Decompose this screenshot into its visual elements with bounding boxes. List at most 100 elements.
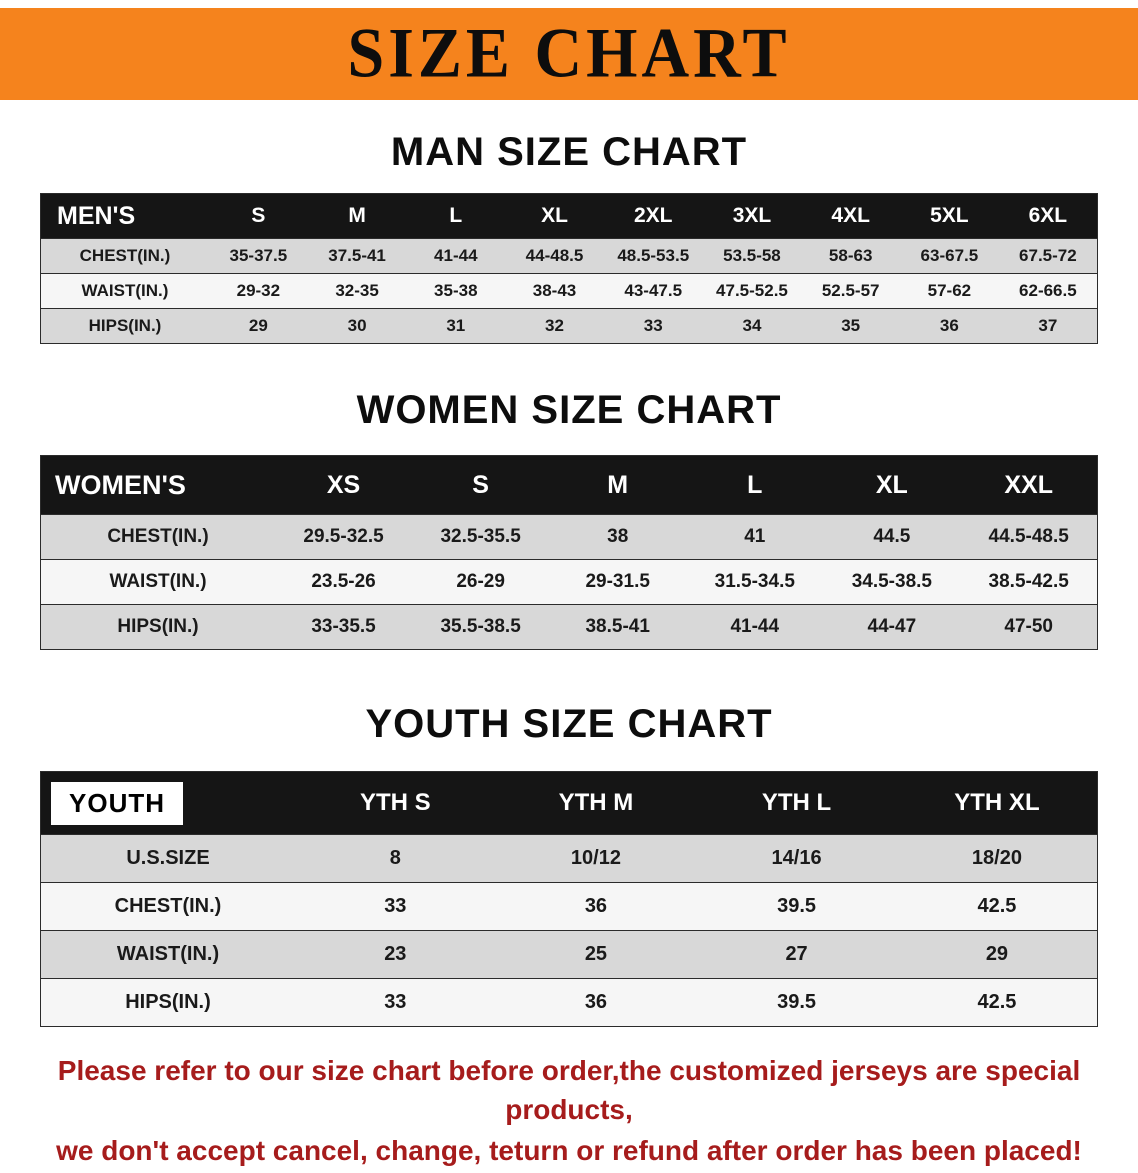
table-cell: 63-67.5	[900, 238, 999, 274]
column-header: YTH M	[495, 771, 697, 835]
table-cell: 34	[702, 308, 802, 344]
banner: SIZE CHART	[0, 8, 1138, 100]
table-cell: 29-31.5	[549, 559, 687, 605]
table-cell: 35-38	[406, 273, 506, 309]
table-cell: 33-35.5	[275, 604, 413, 650]
table-cell: 53.5-58	[702, 238, 802, 274]
women-size-table: WOMEN'S XS S M L XL XXL CHEST(IN.) 29.5-…	[40, 455, 1098, 650]
table-row: HIPS(IN.) 33-35.5 35.5-38.5 38.5-41 41-4…	[40, 604, 1098, 650]
table-row: HIPS(IN.) 33 36 39.5 42.5	[40, 978, 1098, 1027]
notice-line-2: we don't accept cancel, change, teturn o…	[56, 1135, 1082, 1167]
youth-section: YOUTH SIZE CHART YOUTH YTH S YTH M YTH L…	[0, 702, 1138, 1027]
column-header: S	[412, 455, 550, 515]
table-cell: 37	[998, 308, 1098, 344]
table-cell: 33	[603, 308, 703, 344]
table-row: WAIST(IN.) 23.5-26 26-29 29-31.5 31.5-34…	[40, 559, 1098, 605]
table-cell: 23	[295, 930, 496, 979]
table-cell: 43-47.5	[603, 273, 703, 309]
table-cell: 10/12	[495, 834, 697, 883]
women-table-title: WOMEN'S	[40, 455, 275, 515]
table-cell: 35.5-38.5	[412, 604, 550, 650]
table-cell: 36	[495, 882, 697, 931]
column-header: XL	[505, 193, 604, 239]
table-cell: 31	[406, 308, 506, 344]
women-header-row: WOMEN'S XS S M L XL XXL	[40, 455, 1098, 515]
table-row: CHEST(IN.) 29.5-32.5 32.5-35.5 38 41 44.…	[40, 514, 1098, 560]
table-cell: 29	[896, 930, 1098, 979]
table-cell: 36	[495, 978, 697, 1027]
table-cell: 25	[495, 930, 697, 979]
table-cell: 35-37.5	[209, 238, 308, 274]
table-cell: 42.5	[896, 978, 1098, 1027]
table-cell: 41	[686, 514, 824, 560]
table-row: HIPS(IN.) 29 30 31 32 33 34 35 36 37	[40, 308, 1098, 344]
column-header: XL	[823, 455, 961, 515]
table-cell: 35	[801, 308, 901, 344]
table-cell: 30	[307, 308, 407, 344]
column-header: 6XL	[998, 193, 1098, 239]
youth-header-row: YOUTH YTH S YTH M YTH L YTH XL	[40, 771, 1098, 835]
table-cell: 67.5-72	[998, 238, 1098, 274]
table-cell: 29-32	[209, 273, 308, 309]
table-cell: 38	[549, 514, 687, 560]
column-header: 4XL	[801, 193, 901, 239]
row-label: HIPS(IN.)	[40, 308, 209, 344]
table-cell: 29.5-32.5	[275, 514, 413, 560]
table-cell: 62-66.5	[998, 273, 1098, 309]
column-header: XS	[275, 455, 413, 515]
column-header: L	[406, 193, 506, 239]
men-section: MAN SIZE CHART MEN'S S M L XL 2XL 3XL 4X…	[0, 130, 1138, 344]
table-cell: 29	[209, 308, 308, 344]
row-label: HIPS(IN.)	[40, 604, 275, 650]
table-cell: 33	[295, 978, 496, 1027]
table-cell: 47.5-52.5	[702, 273, 802, 309]
youth-title-box: YOUTH	[51, 781, 183, 825]
column-header: M	[549, 455, 687, 515]
table-cell: 32.5-35.5	[412, 514, 550, 560]
table-cell: 38.5-42.5	[960, 559, 1098, 605]
women-section: WOMEN SIZE CHART WOMEN'S XS S M L XL XXL…	[0, 388, 1138, 650]
table-row: U.S.SIZE 8 10/12 14/16 18/20	[40, 834, 1098, 883]
page-title: SIZE CHART	[347, 14, 791, 93]
youth-heading: YOUTH SIZE CHART	[365, 702, 773, 746]
table-cell: 47-50	[960, 604, 1098, 650]
table-cell: 52.5-57	[801, 273, 901, 309]
table-row: CHEST(IN.) 35-37.5 37.5-41 41-44 44-48.5…	[40, 238, 1098, 274]
row-label: WAIST(IN.)	[40, 930, 295, 979]
column-header: YTH XL	[896, 771, 1098, 835]
table-cell: 42.5	[896, 882, 1098, 931]
table-row: CHEST(IN.) 33 36 39.5 42.5	[40, 882, 1098, 931]
table-cell: 31.5-34.5	[686, 559, 824, 605]
notice-line-1: Please refer to our size chart before or…	[57, 1055, 1081, 1126]
table-cell: 36	[900, 308, 999, 344]
table-cell: 44.5	[823, 514, 961, 560]
table-cell: 37.5-41	[307, 238, 407, 274]
table-cell: 41-44	[686, 604, 824, 650]
column-header: YTH L	[696, 771, 897, 835]
youth-table-title: YOUTH	[40, 771, 295, 835]
row-label: CHEST(IN.)	[40, 514, 275, 560]
column-header: 2XL	[603, 193, 703, 239]
youth-size-table: YOUTH YTH S YTH M YTH L YTH XL U.S.SIZE …	[40, 771, 1098, 1027]
table-cell: 44.5-48.5	[960, 514, 1098, 560]
table-cell: 38-43	[505, 273, 604, 309]
column-header: S	[209, 193, 308, 239]
table-row: WAIST(IN.) 29-32 32-35 35-38 38-43 43-47…	[40, 273, 1098, 309]
men-heading: MAN SIZE CHART	[390, 130, 748, 174]
table-cell: 48.5-53.5	[603, 238, 703, 274]
table-cell: 39.5	[696, 882, 897, 931]
table-row: WAIST(IN.) 23 25 27 29	[40, 930, 1098, 979]
column-header: 5XL	[900, 193, 999, 239]
table-cell: 39.5	[696, 978, 897, 1027]
table-cell: 58-63	[801, 238, 901, 274]
men-size-table: MEN'S S M L XL 2XL 3XL 4XL 5XL 6XL CHEST…	[40, 193, 1098, 344]
column-header: 3XL	[702, 193, 802, 239]
men-table-title: MEN'S	[40, 193, 209, 239]
table-cell: 44-48.5	[505, 238, 604, 274]
column-header: XXL	[960, 455, 1098, 515]
table-cell: 34.5-38.5	[823, 559, 961, 605]
row-label: WAIST(IN.)	[40, 559, 275, 605]
table-cell: 38.5-41	[549, 604, 687, 650]
row-label: HIPS(IN.)	[40, 978, 295, 1027]
